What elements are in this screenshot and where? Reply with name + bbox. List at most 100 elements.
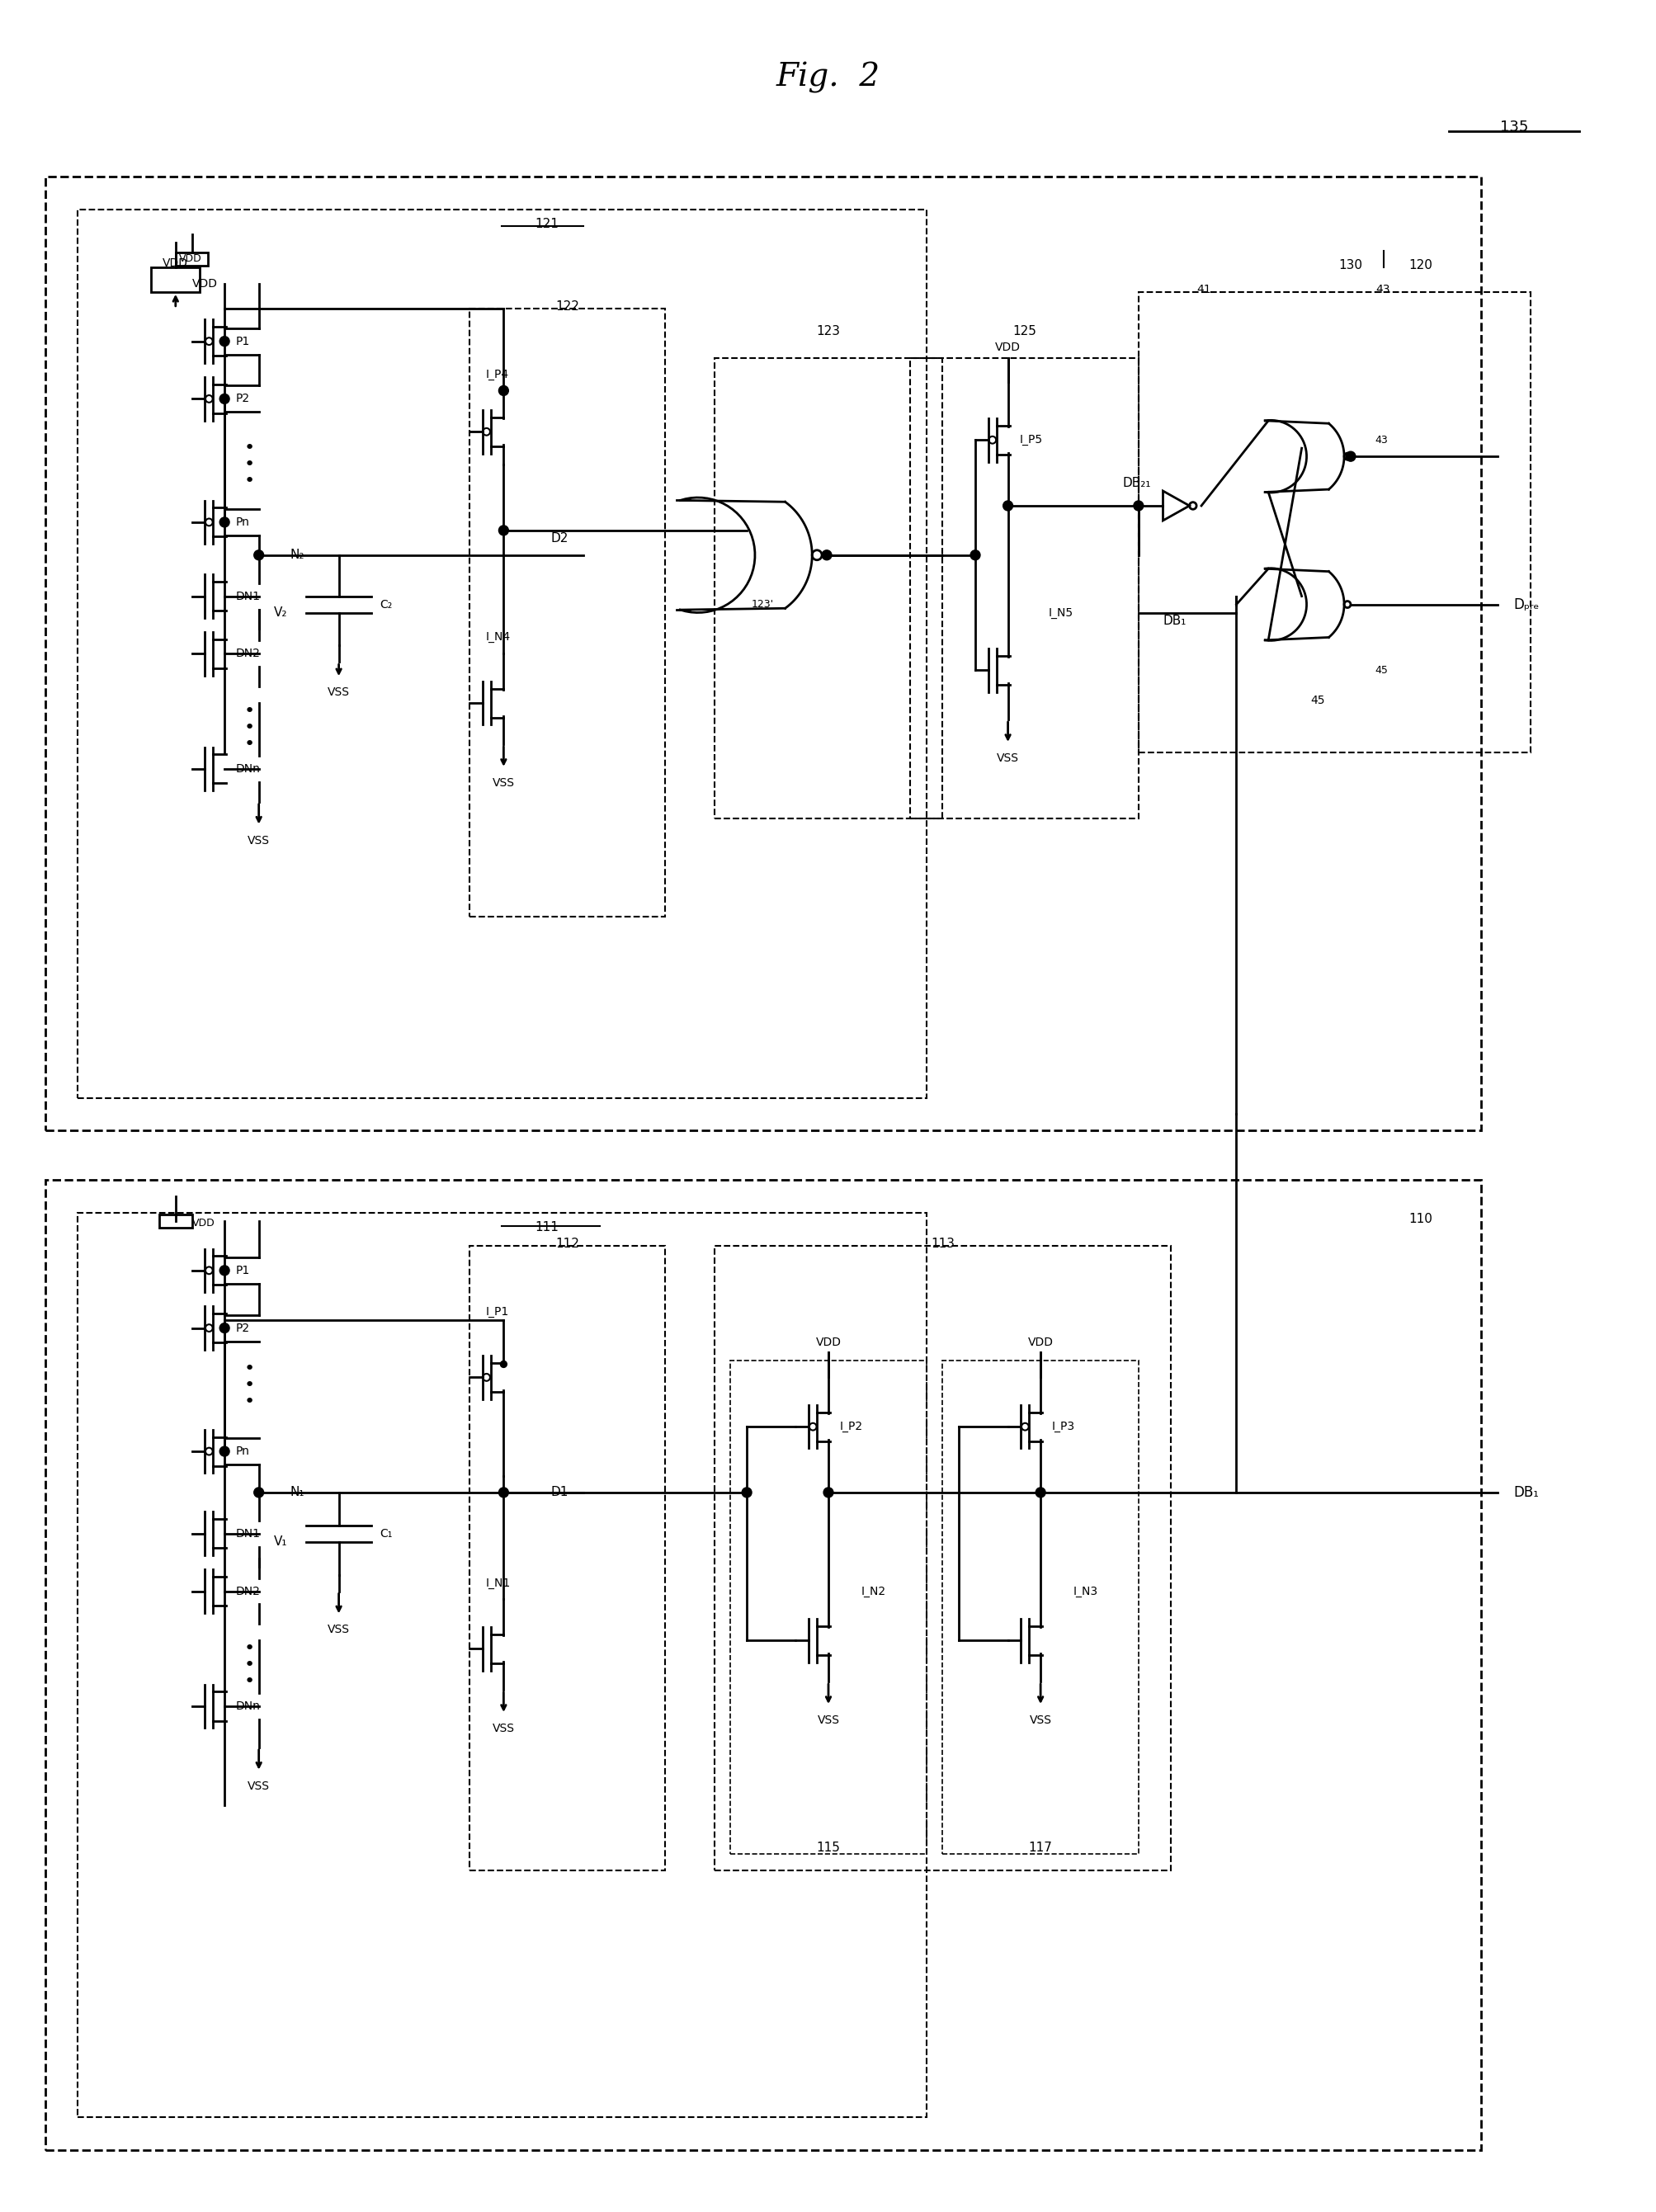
- Text: 123: 123: [816, 325, 840, 336]
- Circle shape: [220, 1265, 229, 1276]
- Text: VSS: VSS: [816, 1714, 840, 1725]
- Text: I_N4: I_N4: [485, 633, 510, 644]
- Text: 125: 125: [1012, 325, 1035, 336]
- Text: 115: 115: [816, 1843, 840, 1854]
- Text: N₂: N₂: [290, 549, 305, 562]
- Circle shape: [498, 526, 508, 535]
- Text: •: •: [243, 1657, 255, 1674]
- Text: I_P2: I_P2: [840, 1420, 863, 1433]
- Text: DN1: DN1: [235, 591, 260, 602]
- Text: D1: D1: [551, 1486, 568, 1500]
- Text: •: •: [243, 1360, 255, 1378]
- Circle shape: [220, 336, 229, 347]
- Text: VDD: VDD: [995, 341, 1020, 354]
- Text: •: •: [243, 737, 255, 752]
- Text: DN1: DN1: [235, 1528, 260, 1540]
- Text: 122: 122: [555, 301, 580, 312]
- Circle shape: [821, 551, 831, 560]
- Text: 111: 111: [535, 1221, 558, 1234]
- Text: 41: 41: [1196, 283, 1211, 294]
- Text: DB₂₁: DB₂₁: [1121, 478, 1149, 489]
- Bar: [176, 252, 209, 265]
- Text: 110: 110: [1408, 1212, 1431, 1225]
- Text: DNn: DNn: [235, 1701, 260, 1712]
- Text: C₁: C₁: [379, 1528, 392, 1540]
- Circle shape: [1002, 500, 1012, 511]
- Text: I_P5: I_P5: [1018, 434, 1042, 447]
- Text: VSS: VSS: [492, 776, 515, 790]
- Text: I_N3: I_N3: [1073, 1586, 1098, 1597]
- Circle shape: [220, 1323, 229, 1334]
- Text: VSS: VSS: [247, 1781, 270, 1792]
- Circle shape: [1133, 500, 1143, 511]
- Text: VSS: VSS: [997, 752, 1018, 763]
- Text: DB₁: DB₁: [1163, 615, 1186, 626]
- Text: VSS: VSS: [1028, 1714, 1052, 1725]
- Text: VSS: VSS: [492, 1723, 515, 1734]
- Text: •: •: [243, 1394, 255, 1411]
- Text: VDD: VDD: [179, 254, 202, 265]
- Text: I_N1: I_N1: [485, 1577, 510, 1588]
- Text: P2: P2: [235, 394, 250, 405]
- Text: 130: 130: [1338, 259, 1361, 272]
- Text: I_P3: I_P3: [1052, 1420, 1075, 1433]
- Bar: [159, 1214, 192, 1228]
- Circle shape: [220, 518, 229, 526]
- Text: 135: 135: [1499, 119, 1527, 135]
- Text: 45: 45: [1374, 666, 1388, 675]
- Text: 113: 113: [931, 1237, 954, 1250]
- Text: Dₚᵣₑ: Dₚᵣₑ: [1514, 597, 1538, 613]
- Text: •: •: [243, 703, 255, 719]
- Circle shape: [500, 1360, 507, 1367]
- Text: VDD: VDD: [1027, 1336, 1053, 1347]
- Circle shape: [1345, 451, 1355, 462]
- Text: Fig.  2: Fig. 2: [777, 62, 879, 93]
- Circle shape: [970, 551, 980, 560]
- Text: 45: 45: [1310, 695, 1325, 706]
- Circle shape: [742, 1486, 752, 1498]
- Text: 123': 123': [752, 599, 773, 611]
- Text: DN2: DN2: [235, 648, 260, 659]
- Text: VSS: VSS: [328, 686, 349, 699]
- Text: Pn: Pn: [235, 515, 250, 529]
- Text: 117: 117: [1028, 1843, 1052, 1854]
- Text: I_P1: I_P1: [485, 1305, 508, 1318]
- Text: I_N5: I_N5: [1048, 606, 1073, 619]
- Circle shape: [220, 1447, 229, 1455]
- Circle shape: [253, 1486, 263, 1498]
- Text: V₁: V₁: [273, 1535, 286, 1548]
- Text: 121: 121: [535, 219, 558, 230]
- Text: P2: P2: [235, 1323, 250, 1334]
- Text: VSS: VSS: [247, 834, 270, 847]
- Text: •: •: [243, 719, 255, 737]
- Text: VSS: VSS: [328, 1624, 349, 1635]
- Circle shape: [498, 385, 508, 396]
- Text: I_P4: I_P4: [485, 369, 508, 380]
- Circle shape: [823, 1486, 833, 1498]
- Text: I_N2: I_N2: [861, 1586, 886, 1597]
- Text: N₁: N₁: [290, 1486, 305, 1500]
- Text: P1: P1: [235, 336, 250, 347]
- Text: VDD: VDD: [192, 1217, 215, 1228]
- Text: •: •: [243, 440, 255, 456]
- Circle shape: [498, 1486, 508, 1498]
- Text: VDD: VDD: [815, 1336, 841, 1347]
- Text: C₂: C₂: [379, 599, 392, 611]
- Circle shape: [1035, 1486, 1045, 1498]
- Text: VDD: VDD: [192, 279, 217, 290]
- Text: •: •: [243, 456, 255, 473]
- Text: VDD: VDD: [162, 257, 189, 270]
- Text: 43: 43: [1376, 283, 1389, 294]
- Text: 112: 112: [555, 1237, 580, 1250]
- Circle shape: [220, 394, 229, 405]
- Text: P1: P1: [235, 1265, 250, 1276]
- Text: 43: 43: [1374, 434, 1388, 445]
- Text: •: •: [243, 1378, 255, 1394]
- Text: •: •: [243, 1672, 255, 1690]
- Text: 120: 120: [1408, 259, 1431, 272]
- Text: •: •: [243, 473, 255, 489]
- Text: V₂: V₂: [273, 606, 286, 619]
- Text: Pn: Pn: [235, 1447, 250, 1458]
- Text: DB₁: DB₁: [1514, 1484, 1538, 1500]
- Text: DN2: DN2: [235, 1586, 260, 1597]
